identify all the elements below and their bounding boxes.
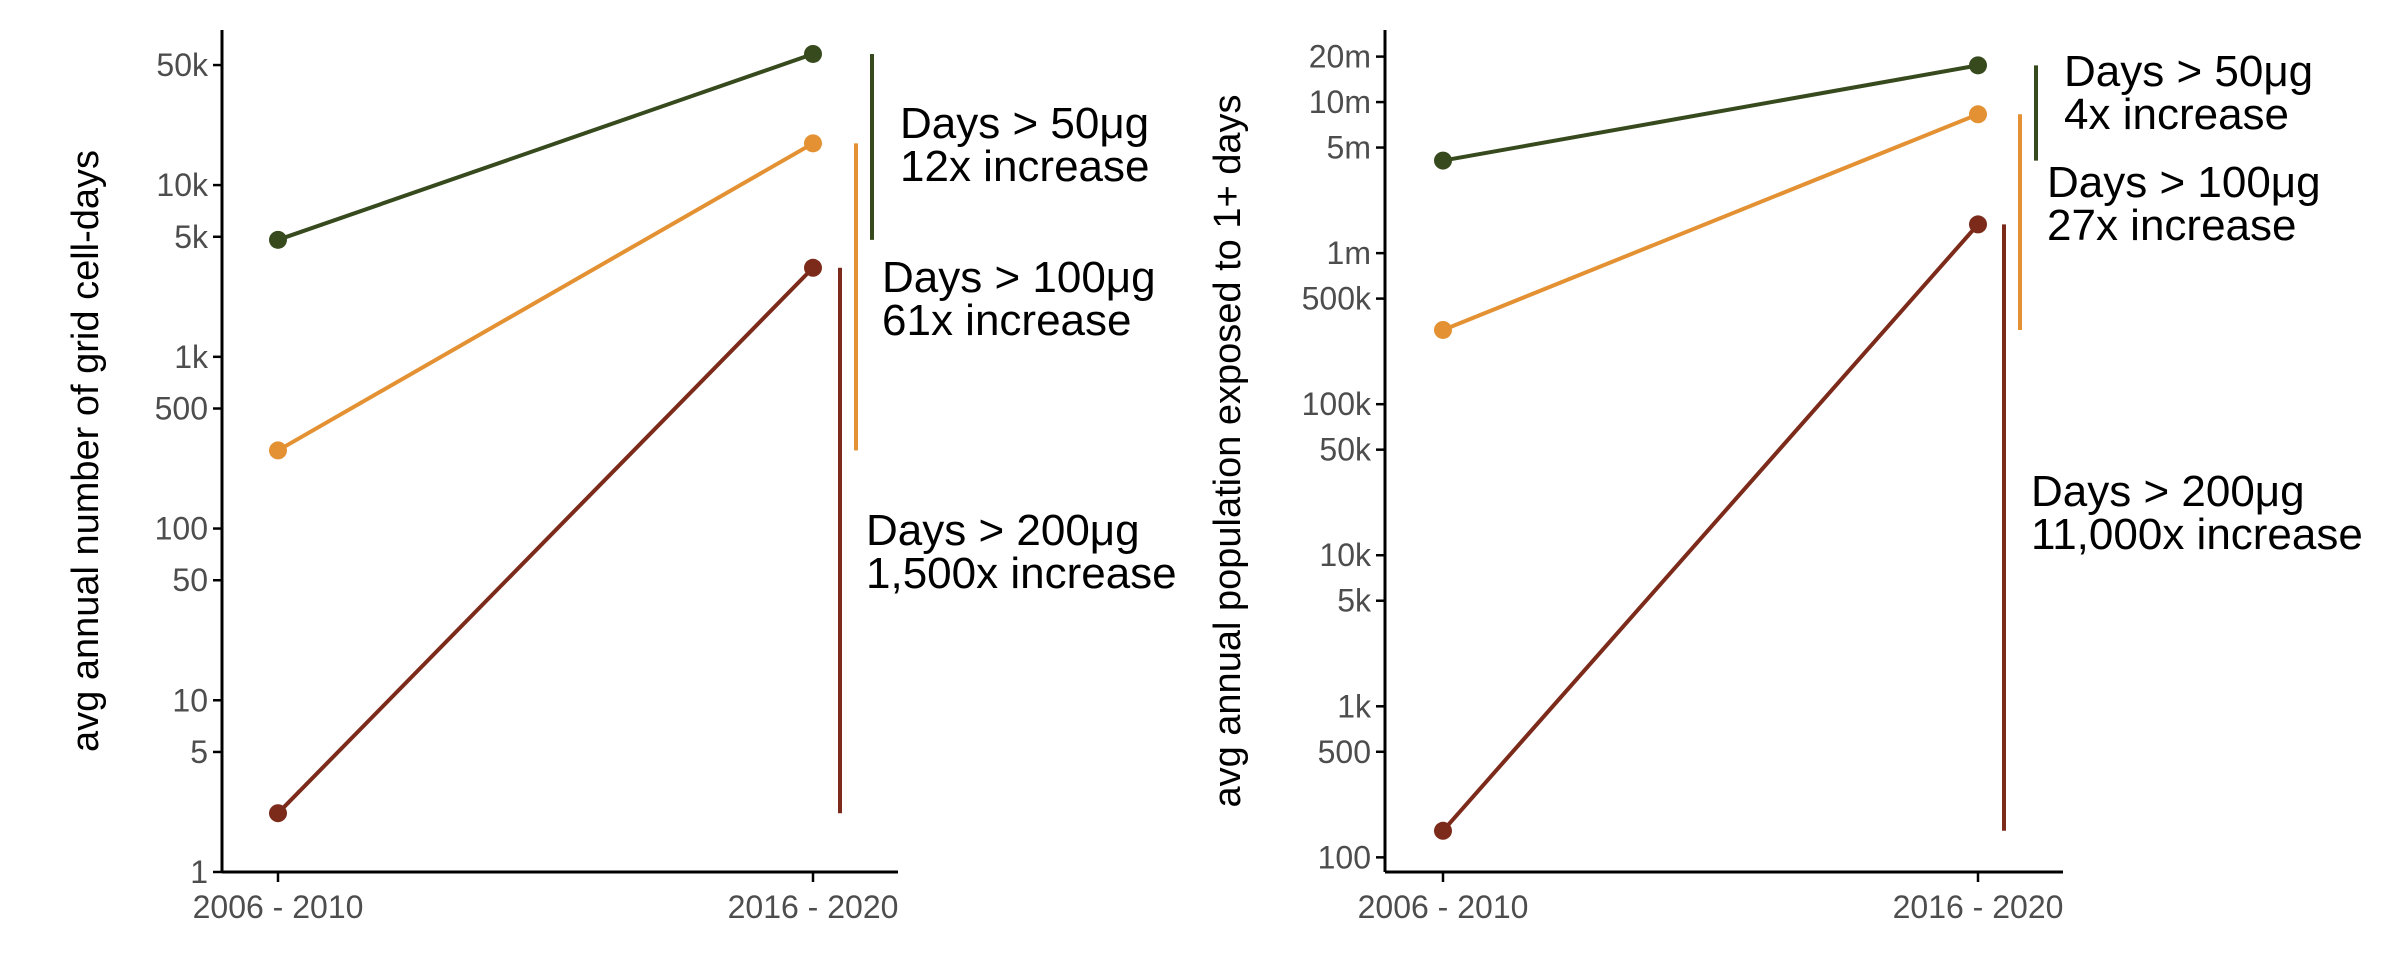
panel1-y-tick-label: 100 — [155, 511, 208, 547]
panel1-annotation-increase: 1,500x increase — [866, 549, 1177, 598]
panel2-y-tick-label: 1m — [1327, 235, 1371, 271]
panel2-series-line-gt200 — [1441, 223, 1980, 833]
panel2-x-tick-label: 2016 - 2020 — [1893, 889, 2064, 925]
panel2-y-tick-label: 5m — [1327, 130, 1371, 166]
panel2-annotation-label: Days > 100μg — [2047, 158, 2321, 207]
panel1-data-point-gt50 — [269, 230, 287, 249]
panel2-annotation-increase: 27x increase — [2047, 201, 2296, 250]
panel1-y-tick-label: 50 — [172, 562, 208, 598]
panel2-annotation-label: Days > 200μg — [2031, 467, 2305, 516]
panel2-annotation-increase: 4x increase — [2064, 90, 2289, 139]
panel2-y-axis-label: avg annual population exposed to 1+ days — [1207, 94, 1249, 807]
panel2-series-line-gt50 — [1442, 63, 1979, 163]
panel1-x-tick-label: 2016 - 2020 — [728, 889, 899, 925]
panel1-y-axis-label: avg annual number of grid cell-days — [65, 150, 107, 752]
panel2-annotation-increase: 11,000x increase — [2031, 510, 2363, 559]
panel2-x-tick-label: 2006 - 2010 — [1358, 889, 1529, 925]
panel1-annotation-label: Days > 200μg — [866, 506, 1140, 555]
panel1-series-line-gt100 — [277, 141, 814, 453]
panel1-data-point-gt50 — [804, 44, 822, 63]
panel1-y-tick-label: 10 — [172, 682, 208, 718]
panel2-data-point-gt100 — [1969, 105, 1987, 124]
panel1-annotation-increase: 61x increase — [882, 296, 1131, 345]
panel1-series-line-gt200 — [276, 266, 815, 815]
panel2-data-point-gt100 — [1434, 320, 1452, 339]
panel1-annotation-increase: 12x increase — [900, 142, 1149, 191]
panel2-data-point-gt200 — [1434, 821, 1452, 840]
panel2-y-tick-label: 50k — [1319, 432, 1372, 468]
panel1-data-point-gt100 — [804, 134, 822, 153]
panel2-y-tick-label: 500k — [1302, 281, 1372, 317]
panel2-y-tick-label: 10m — [1309, 84, 1371, 120]
panel1-data-point-gt200 — [269, 804, 287, 823]
panel1-annotation-label: Days > 50μg — [900, 99, 1149, 148]
panel2-y-tick-label: 5k — [1337, 583, 1372, 619]
panel1-y-tick-label: 50k — [156, 47, 209, 83]
panel2-y-tick-label: 10k — [1319, 537, 1372, 573]
panel2-data-point-gt50 — [1969, 56, 1987, 75]
panel2-data-point-gt200 — [1969, 215, 1987, 234]
panel1-y-tick-label: 1 — [190, 854, 208, 890]
panel1-x-tick-label: 2006 - 2010 — [193, 889, 364, 925]
panel2-y-tick-label: 20m — [1309, 39, 1371, 75]
panel1-y-tick-label: 5k — [174, 219, 209, 255]
panel2-y-tick-label: 500 — [1318, 734, 1371, 770]
panel2-series-line-gt100 — [1442, 112, 1979, 332]
panel2-y-tick-label: 100k — [1302, 386, 1372, 422]
panel1-y-tick-label: 10k — [156, 167, 209, 203]
panel2-y-tick-label: 1k — [1337, 688, 1372, 724]
panel2-y-tick-label: 100 — [1318, 839, 1371, 875]
panel1-y-tick-label: 1k — [174, 339, 209, 375]
panel1-y-tick-label: 5 — [190, 734, 208, 770]
panel2-data-point-gt50 — [1434, 151, 1452, 170]
panel1-annotation-label: Days > 100μg — [882, 253, 1156, 302]
panel1-data-point-gt100 — [269, 441, 287, 460]
panel1-series-line-gt50 — [277, 52, 814, 242]
panel1-y-tick-label: 500 — [155, 391, 208, 427]
panel1-data-point-gt200 — [804, 258, 822, 277]
panel2-annotation-label: Days > 50μg — [2064, 47, 2313, 96]
